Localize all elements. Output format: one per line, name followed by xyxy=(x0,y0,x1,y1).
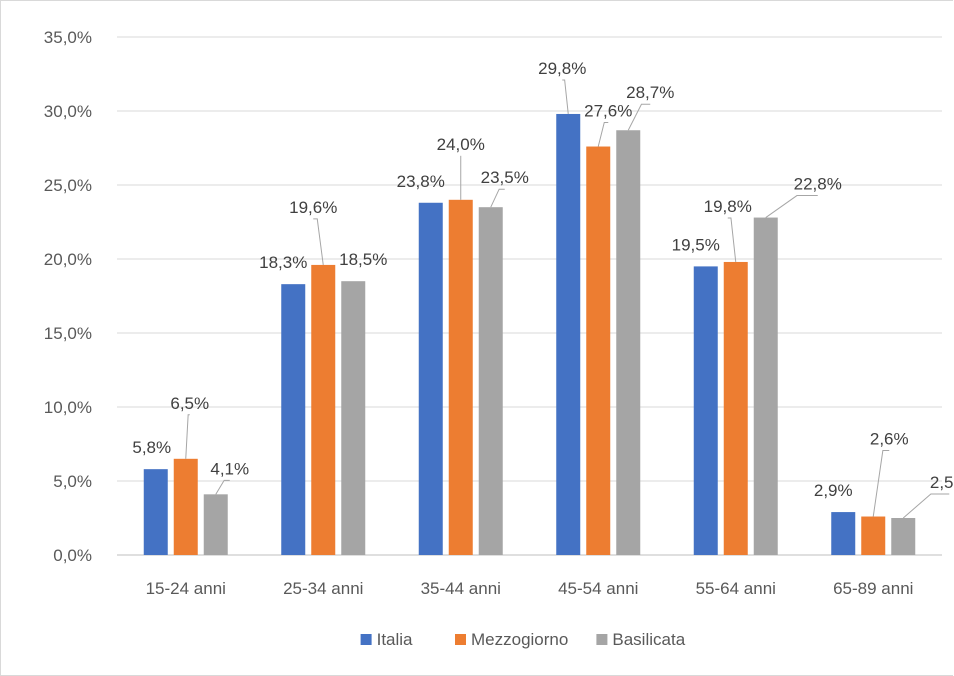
data-label: 19,6% xyxy=(289,198,337,217)
leader-line xyxy=(185,414,190,459)
bar-mezzogiorno-2 xyxy=(448,199,473,556)
leader-line xyxy=(627,103,651,131)
data-label: 22,8% xyxy=(794,175,842,194)
data-label: 2,5% xyxy=(930,473,954,492)
x-tick-label: 55-64 anni xyxy=(696,579,776,598)
y-tick-label: 15,0% xyxy=(44,324,92,343)
leader-line xyxy=(765,195,818,218)
data-label: 27,6% xyxy=(584,102,632,121)
bar-italia-1 xyxy=(281,284,306,555)
x-axis: 15-24 anni 25-34 anni 35-44 anni 45-54 anni… xyxy=(146,579,914,598)
data-label: 18,5% xyxy=(339,250,387,269)
data-label: 2,9% xyxy=(814,481,853,500)
leader-line xyxy=(215,479,230,495)
data-label: 2,6% xyxy=(870,430,909,449)
data-label: 19,8% xyxy=(704,197,752,216)
data-label: 4,1% xyxy=(210,459,249,478)
data-label: 28,7% xyxy=(626,83,674,102)
data-label: 5,8% xyxy=(132,438,171,457)
bar-italia-2 xyxy=(418,202,443,555)
y-tick-label: 30,0% xyxy=(44,102,92,121)
x-tick-label: 25-34 anni xyxy=(283,579,363,598)
leader-line xyxy=(727,217,737,263)
bar-basilicata-2 xyxy=(478,207,503,555)
gridlines xyxy=(117,36,942,556)
y-tick-label: 10,0% xyxy=(44,398,92,417)
data-label: 6,5% xyxy=(170,394,209,413)
bar-mezzogiorno-5 xyxy=(861,516,886,555)
data-label: 29,8% xyxy=(538,59,586,78)
bar-italia-5 xyxy=(831,512,856,555)
x-tick-label: 65-89 anni xyxy=(833,579,913,598)
data-label: 24,0% xyxy=(437,135,485,154)
y-tick-label: 5,0% xyxy=(53,472,92,491)
data-label: 23,5% xyxy=(481,168,529,187)
data-label: 19,5% xyxy=(672,235,720,254)
bar-italia-4 xyxy=(693,266,718,555)
x-tick-label: 15-24 anni xyxy=(146,579,226,598)
leader-line xyxy=(872,450,890,517)
y-tick-label: 20,0% xyxy=(44,250,92,269)
legend-label-italia: Italia xyxy=(377,630,413,649)
leader-lines xyxy=(185,79,950,519)
bar-mezzogiorno-0 xyxy=(173,458,198,555)
x-tick-label: 35-44 anni xyxy=(421,579,501,598)
bar-basilicata-4 xyxy=(753,217,778,555)
x-tick-label: 45-54 anni xyxy=(558,579,638,598)
data-labels: 5,8% 6,5% 4,1% 18,3% 19,6% 18,5% 23,8% 24,0% 23,… xyxy=(132,59,954,500)
y-tick-label: 25,0% xyxy=(44,176,92,195)
leader-line xyxy=(490,188,505,208)
bars xyxy=(143,113,916,556)
y-axis: 0,0% 5,0% 10,0% 15,0% 20,0% 25,0% 30,0% 35,0% xyxy=(44,28,92,565)
bar-mezzogiorno-1 xyxy=(311,264,336,555)
leader-line xyxy=(562,79,569,115)
legend-label-mezzogiorno: Mezzogiorno xyxy=(471,630,568,649)
bar-basilicata-3 xyxy=(616,130,641,556)
leader-line xyxy=(902,493,950,519)
leader-line xyxy=(313,218,324,265)
data-label: 23,8% xyxy=(397,172,445,191)
bar-basilicata-0 xyxy=(203,494,228,555)
legend: Italia Mezzogiorno Basilicata xyxy=(360,630,686,649)
bar-mezzogiorno-4 xyxy=(723,261,748,555)
y-tick-label: 0,0% xyxy=(53,546,92,565)
bar-italia-3 xyxy=(556,113,581,556)
data-label: 18,3% xyxy=(259,253,307,272)
y-tick-label: 35,0% xyxy=(44,28,92,47)
legend-swatch-basilicata xyxy=(596,634,608,645)
bar-mezzogiorno-3 xyxy=(586,146,611,555)
bar-italia-0 xyxy=(143,469,168,555)
legend-swatch-mezzogiorno xyxy=(455,634,466,645)
bar-basilicata-5 xyxy=(891,518,916,555)
legend-swatch-italia xyxy=(360,634,372,645)
bar-basilicata-1 xyxy=(341,281,366,555)
legend-label-basilicata: Basilicata xyxy=(612,630,685,649)
leader-line xyxy=(597,122,609,147)
